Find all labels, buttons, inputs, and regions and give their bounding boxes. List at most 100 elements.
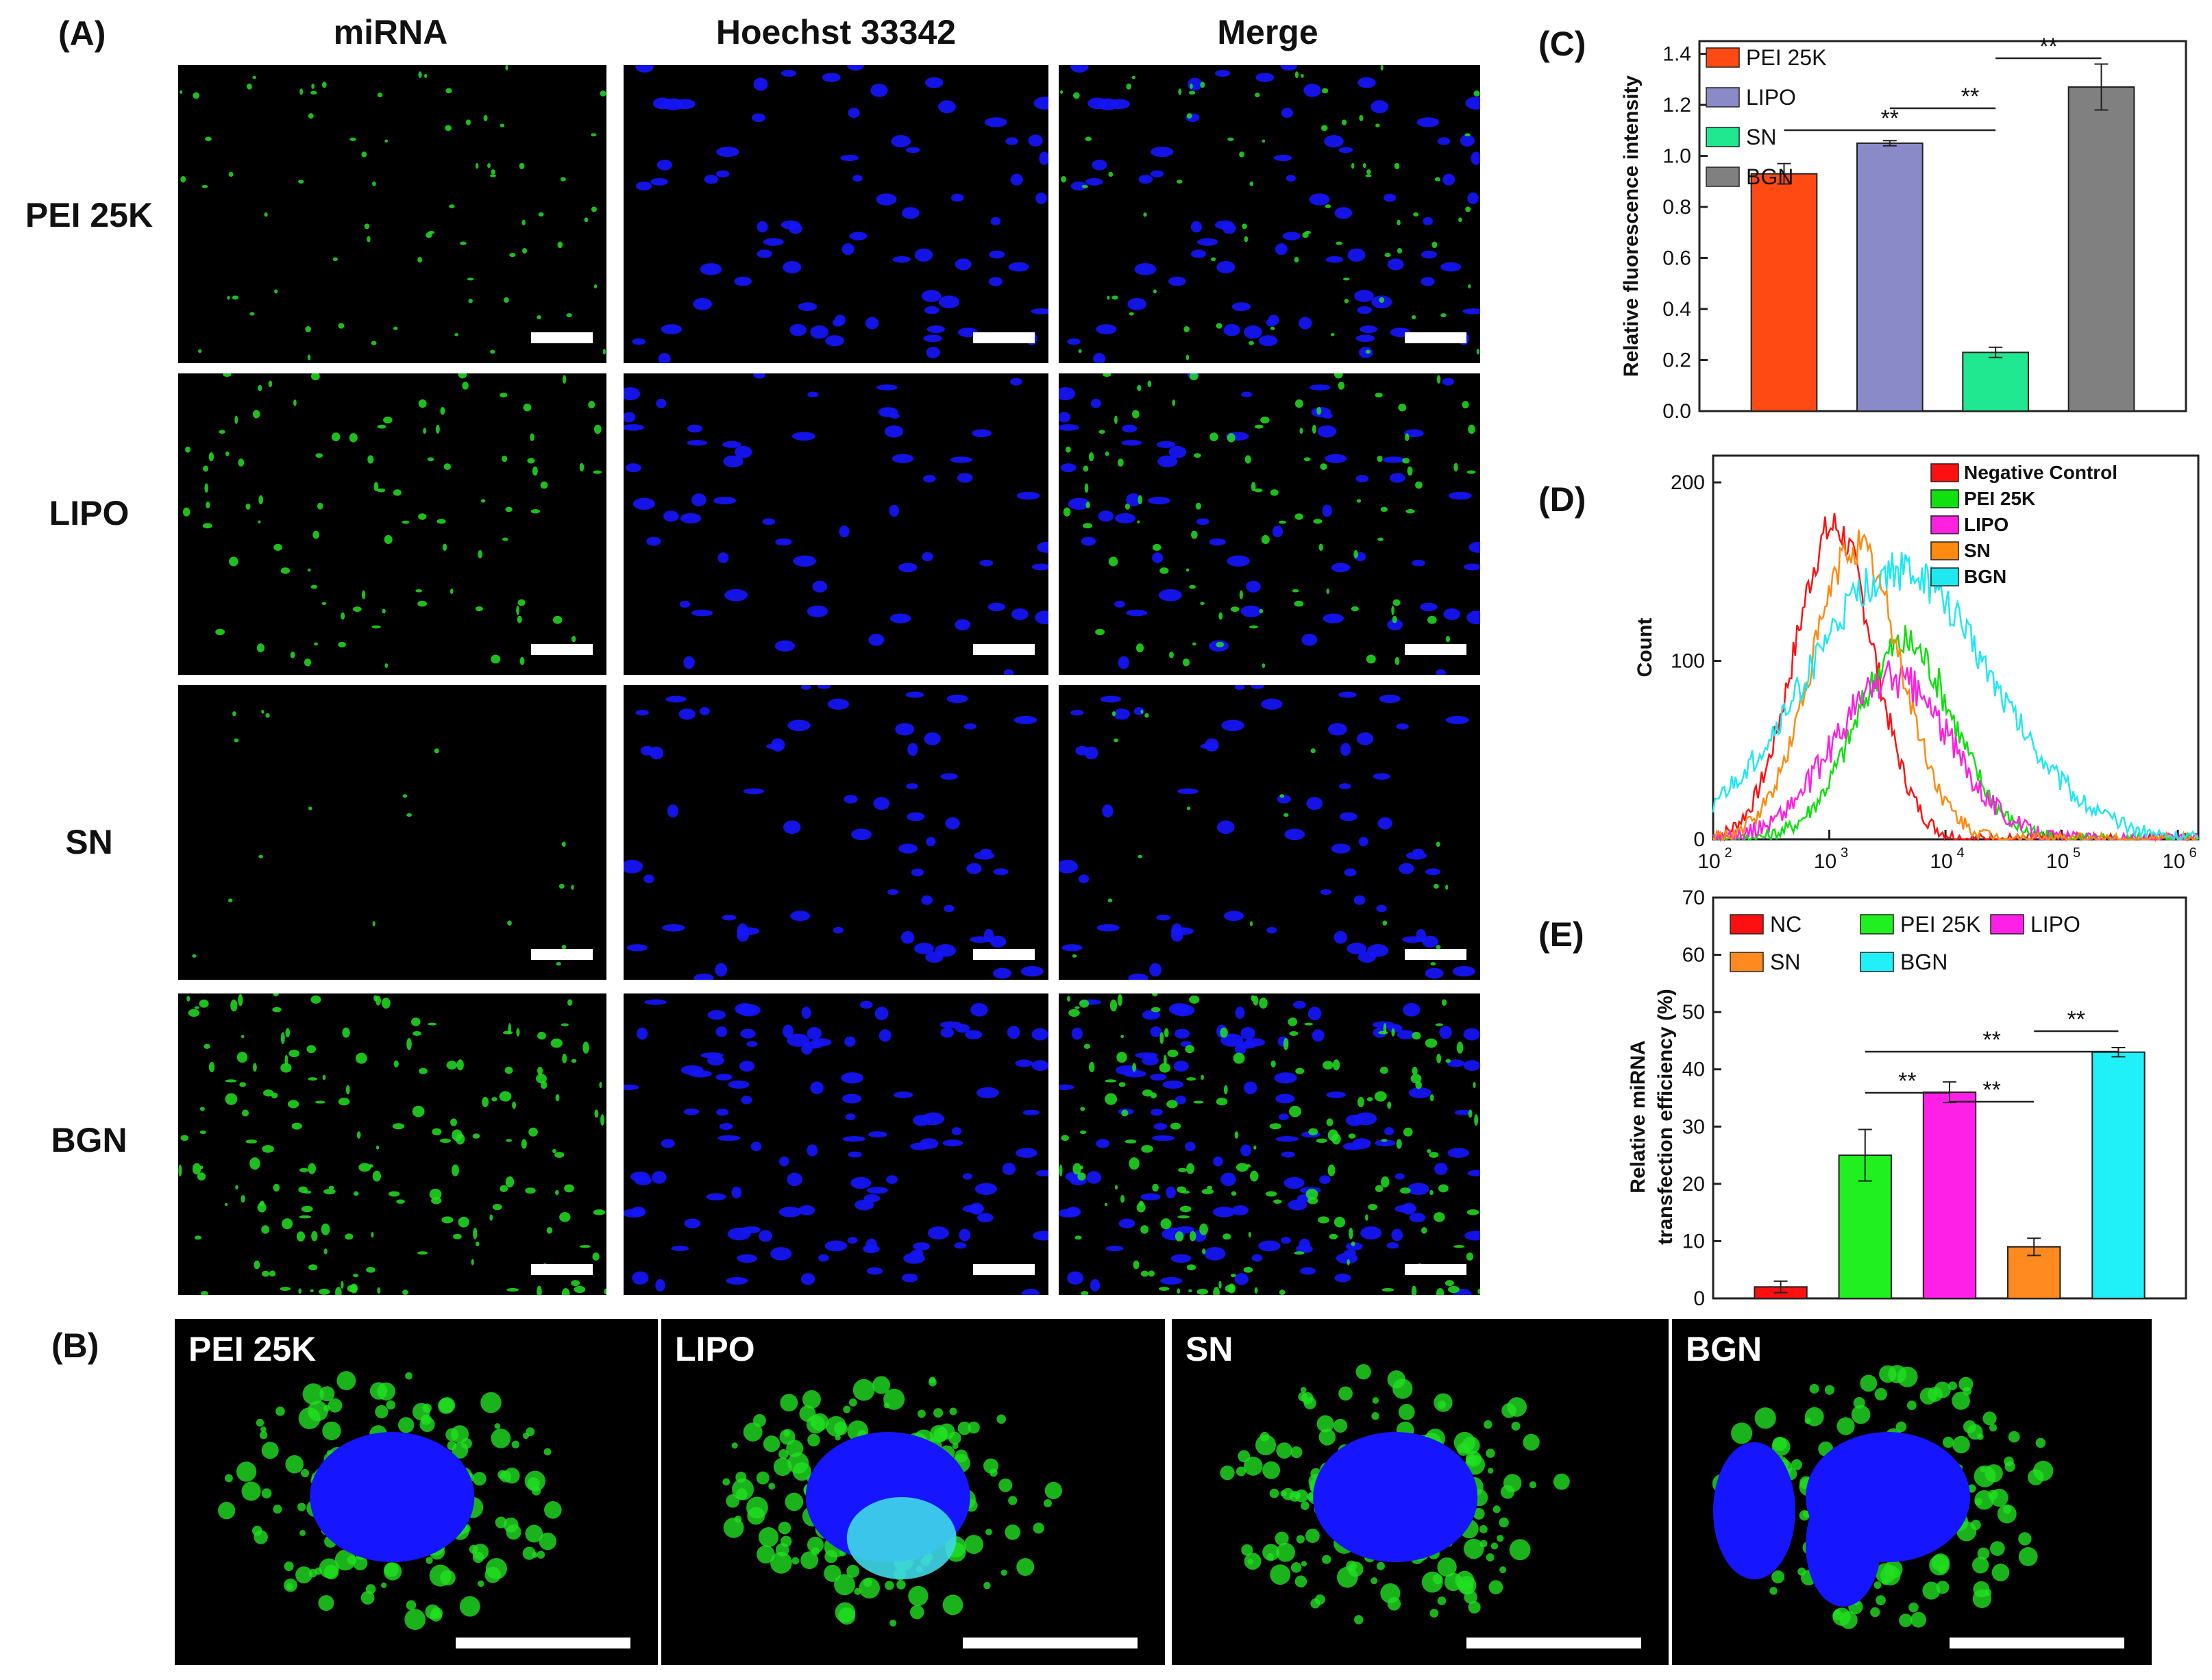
nucleus <box>976 1213 994 1223</box>
mirna-signal <box>406 813 412 817</box>
mirna-signal <box>455 1133 465 1145</box>
mirna-signal <box>2008 1431 2020 1443</box>
micrograph-bgn-merge <box>1059 993 1480 1295</box>
nucleus <box>1338 783 1351 789</box>
nucleus <box>1168 445 1187 458</box>
mirna-signal <box>1468 1601 1481 1614</box>
mirna-signal <box>517 615 522 623</box>
closeup-label: SN <box>1185 1330 1233 1368</box>
nucleus <box>1153 1123 1168 1131</box>
nucleus <box>1188 77 1202 91</box>
mirna-signal <box>1394 656 1400 665</box>
nucleus <box>662 924 685 932</box>
mirna-signal <box>341 1281 344 1289</box>
nucleus <box>840 154 859 162</box>
mirna-signal <box>557 241 563 249</box>
nucleus <box>757 249 772 258</box>
significance-label: ** <box>1898 1068 1916 1094</box>
mirna-signal <box>258 854 264 858</box>
nucleus <box>1447 1059 1465 1067</box>
mirna-signal <box>1910 1611 1927 1628</box>
mirna-signal <box>322 1074 326 1080</box>
mirna-signal <box>1375 123 1380 127</box>
mirna-signal <box>571 1059 577 1063</box>
mirna-signal <box>763 1435 781 1453</box>
legend-swatch <box>1730 914 1764 935</box>
nucleus <box>1358 837 1368 847</box>
mirna-signal <box>1410 1074 1422 1084</box>
y-tick-label: 0 <box>1693 828 1705 851</box>
nucleus <box>1140 1193 1161 1201</box>
mirna-signal <box>1791 1459 1802 1470</box>
mirna-signal <box>1227 433 1236 443</box>
mirna-signal <box>1301 1561 1307 1567</box>
mirna-signal <box>949 1407 957 1416</box>
nucleus <box>1275 1136 1299 1142</box>
mirna-signal <box>1196 1288 1209 1295</box>
nucleus <box>951 1127 962 1135</box>
mirna-signal <box>1899 1614 1913 1627</box>
mirna-signal <box>311 84 315 89</box>
nucleus <box>1070 709 1084 716</box>
mirna-signal <box>504 1066 513 1074</box>
mirna-signal <box>308 806 312 811</box>
nucleus <box>839 526 850 538</box>
mirna-signal <box>299 1530 306 1536</box>
mirna-signal <box>787 1452 809 1474</box>
nucleus <box>1376 904 1387 913</box>
mirna-signal <box>1294 71 1299 79</box>
mirna-signal <box>1318 1429 1336 1446</box>
nucleus <box>663 98 683 111</box>
nucleus <box>798 1205 815 1215</box>
mirna-signal <box>298 1186 308 1194</box>
mirna-signal <box>382 608 386 614</box>
mirna-signal <box>1371 1577 1378 1585</box>
mirna-signal <box>1334 1216 1346 1228</box>
nucleus <box>1463 563 1480 571</box>
mirna-signal <box>1421 1227 1427 1234</box>
mirna-signal <box>1262 139 1266 143</box>
nucleus <box>1100 695 1121 703</box>
mirna-signal <box>349 433 358 443</box>
mirna-signal <box>1260 416 1270 424</box>
mirna-signal <box>1218 612 1223 620</box>
nucleus <box>906 783 918 789</box>
nucleus <box>940 1027 955 1038</box>
legend-label: BGN <box>1964 566 2006 587</box>
bar-LIPO <box>1922 1091 1977 1299</box>
nucleus <box>1035 1170 1048 1176</box>
mirna-signal <box>1320 463 1327 470</box>
nucleus <box>974 1183 997 1196</box>
mirna-signal <box>349 1283 358 1294</box>
mirna-signal <box>373 482 379 491</box>
mirna-signal <box>1967 1484 1976 1493</box>
mirna-signal <box>1269 1123 1281 1130</box>
mirna-signal <box>502 537 508 541</box>
mirna-signal <box>1411 314 1416 320</box>
nucleus <box>1355 475 1369 483</box>
mirna-signal <box>1170 1122 1181 1130</box>
mirna-signal <box>322 1421 341 1441</box>
scale-bar <box>1405 1264 1466 1275</box>
mirna-signal <box>257 1202 267 1213</box>
nucleus <box>926 837 936 847</box>
nucleus <box>1240 1027 1255 1040</box>
micrograph-art <box>180 65 606 361</box>
nucleus <box>962 1173 972 1180</box>
nucleus <box>1303 84 1321 97</box>
nucleus <box>844 795 858 804</box>
mirna-signal <box>810 1420 816 1426</box>
mirna-signal <box>1476 349 1480 355</box>
nucleus <box>1420 602 1438 612</box>
mirna-signal <box>1059 90 1064 94</box>
mirna-signal <box>567 999 573 1006</box>
nucleus <box>1389 473 1405 483</box>
mirna-signal <box>1392 599 1401 606</box>
mirna-signal <box>1159 1063 1171 1073</box>
nucleus <box>1059 387 1076 401</box>
nucleus <box>921 895 933 905</box>
nucleus <box>691 493 706 507</box>
mirna-signal <box>1989 1424 1998 1432</box>
micrograph-art <box>624 999 1048 1295</box>
mirna-signal <box>1080 1107 1085 1111</box>
